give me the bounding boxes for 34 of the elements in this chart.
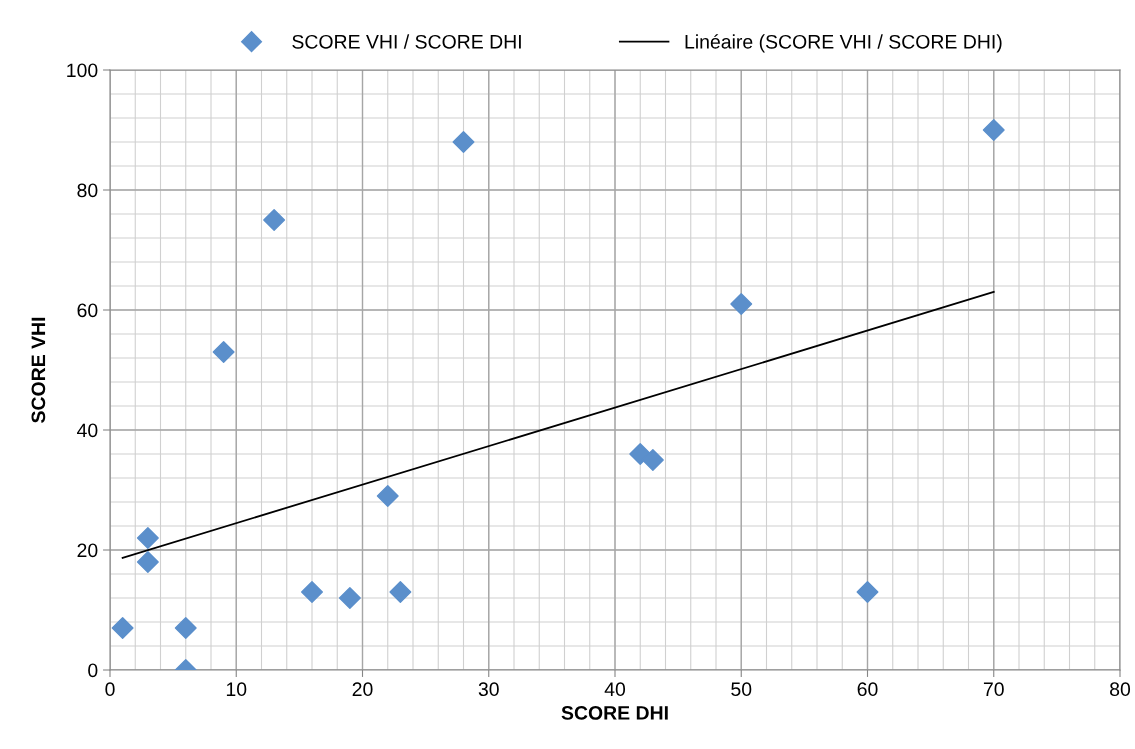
x-tick-label: 10: [226, 682, 247, 697]
y-tick-label: 0: [88, 663, 98, 678]
point: [136, 551, 159, 573]
y-axis-title: SCORE VHI: [31, 317, 46, 423]
x-tick-label: 50: [731, 682, 752, 697]
point: [856, 581, 879, 603]
point: [376, 485, 399, 507]
point: [982, 119, 1005, 141]
point: [174, 617, 197, 639]
point: [389, 581, 412, 603]
y-tick-label: 100: [67, 63, 98, 78]
x-tick-label: 40: [604, 682, 626, 697]
x-tick-label: 60: [857, 682, 878, 697]
point: [263, 209, 286, 231]
point: [641, 449, 664, 471]
legend-label: Linéaire (SCORE VHI / SCORE DHI): [685, 34, 1002, 53]
y-tick-label: 60: [77, 303, 98, 318]
point: [111, 617, 134, 639]
y-tick-label: 20: [77, 543, 98, 558]
x-tick-label: 30: [478, 682, 499, 697]
point: [136, 527, 159, 549]
x-axis-title: SCORE DHI: [561, 706, 668, 720]
y-tick-label: 80: [77, 183, 98, 198]
point: [338, 587, 361, 609]
x-tick-label: 0: [105, 682, 115, 697]
point: [212, 341, 235, 363]
legend-label: SCORE VHI / SCORE DHI: [292, 34, 521, 49]
point: [452, 131, 475, 153]
point: [730, 293, 753, 315]
point: [301, 581, 323, 603]
x-tick-label: 80: [1110, 682, 1131, 697]
x-tick-label: 20: [352, 682, 373, 697]
y-tick-label: 40: [77, 423, 98, 438]
x-tick-label: 70: [983, 682, 1004, 697]
